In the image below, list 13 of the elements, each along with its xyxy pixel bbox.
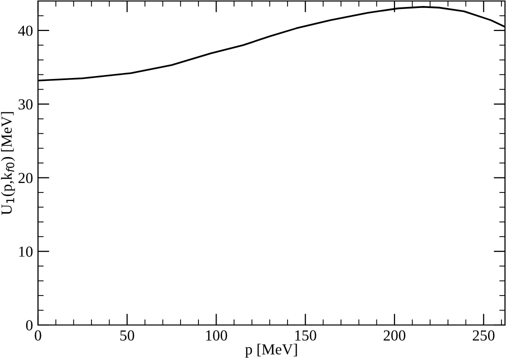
x-tick-label: 150 [295, 330, 316, 341]
x-tick-label: 0 [34, 330, 42, 341]
x-tick-label: 200 [384, 330, 406, 341]
y-tick-label: 0 [26, 320, 33, 330]
y-axis-title: U$_{1}$(p,k$_{f0}$) [MeV] [1, 112, 15, 215]
y-tick-label: 40 [18, 26, 33, 36]
x-tick-label: 50 [120, 330, 134, 341]
x-axis-title: p [MeV] [245, 344, 297, 358]
y-tick-label: 20 [18, 172, 33, 184]
x-tick-label: 250 [472, 330, 494, 341]
y-tick-label: 30 [18, 99, 33, 110]
y-tick-label: 10 [19, 246, 33, 257]
x-tick-label: 100 [206, 330, 228, 341]
